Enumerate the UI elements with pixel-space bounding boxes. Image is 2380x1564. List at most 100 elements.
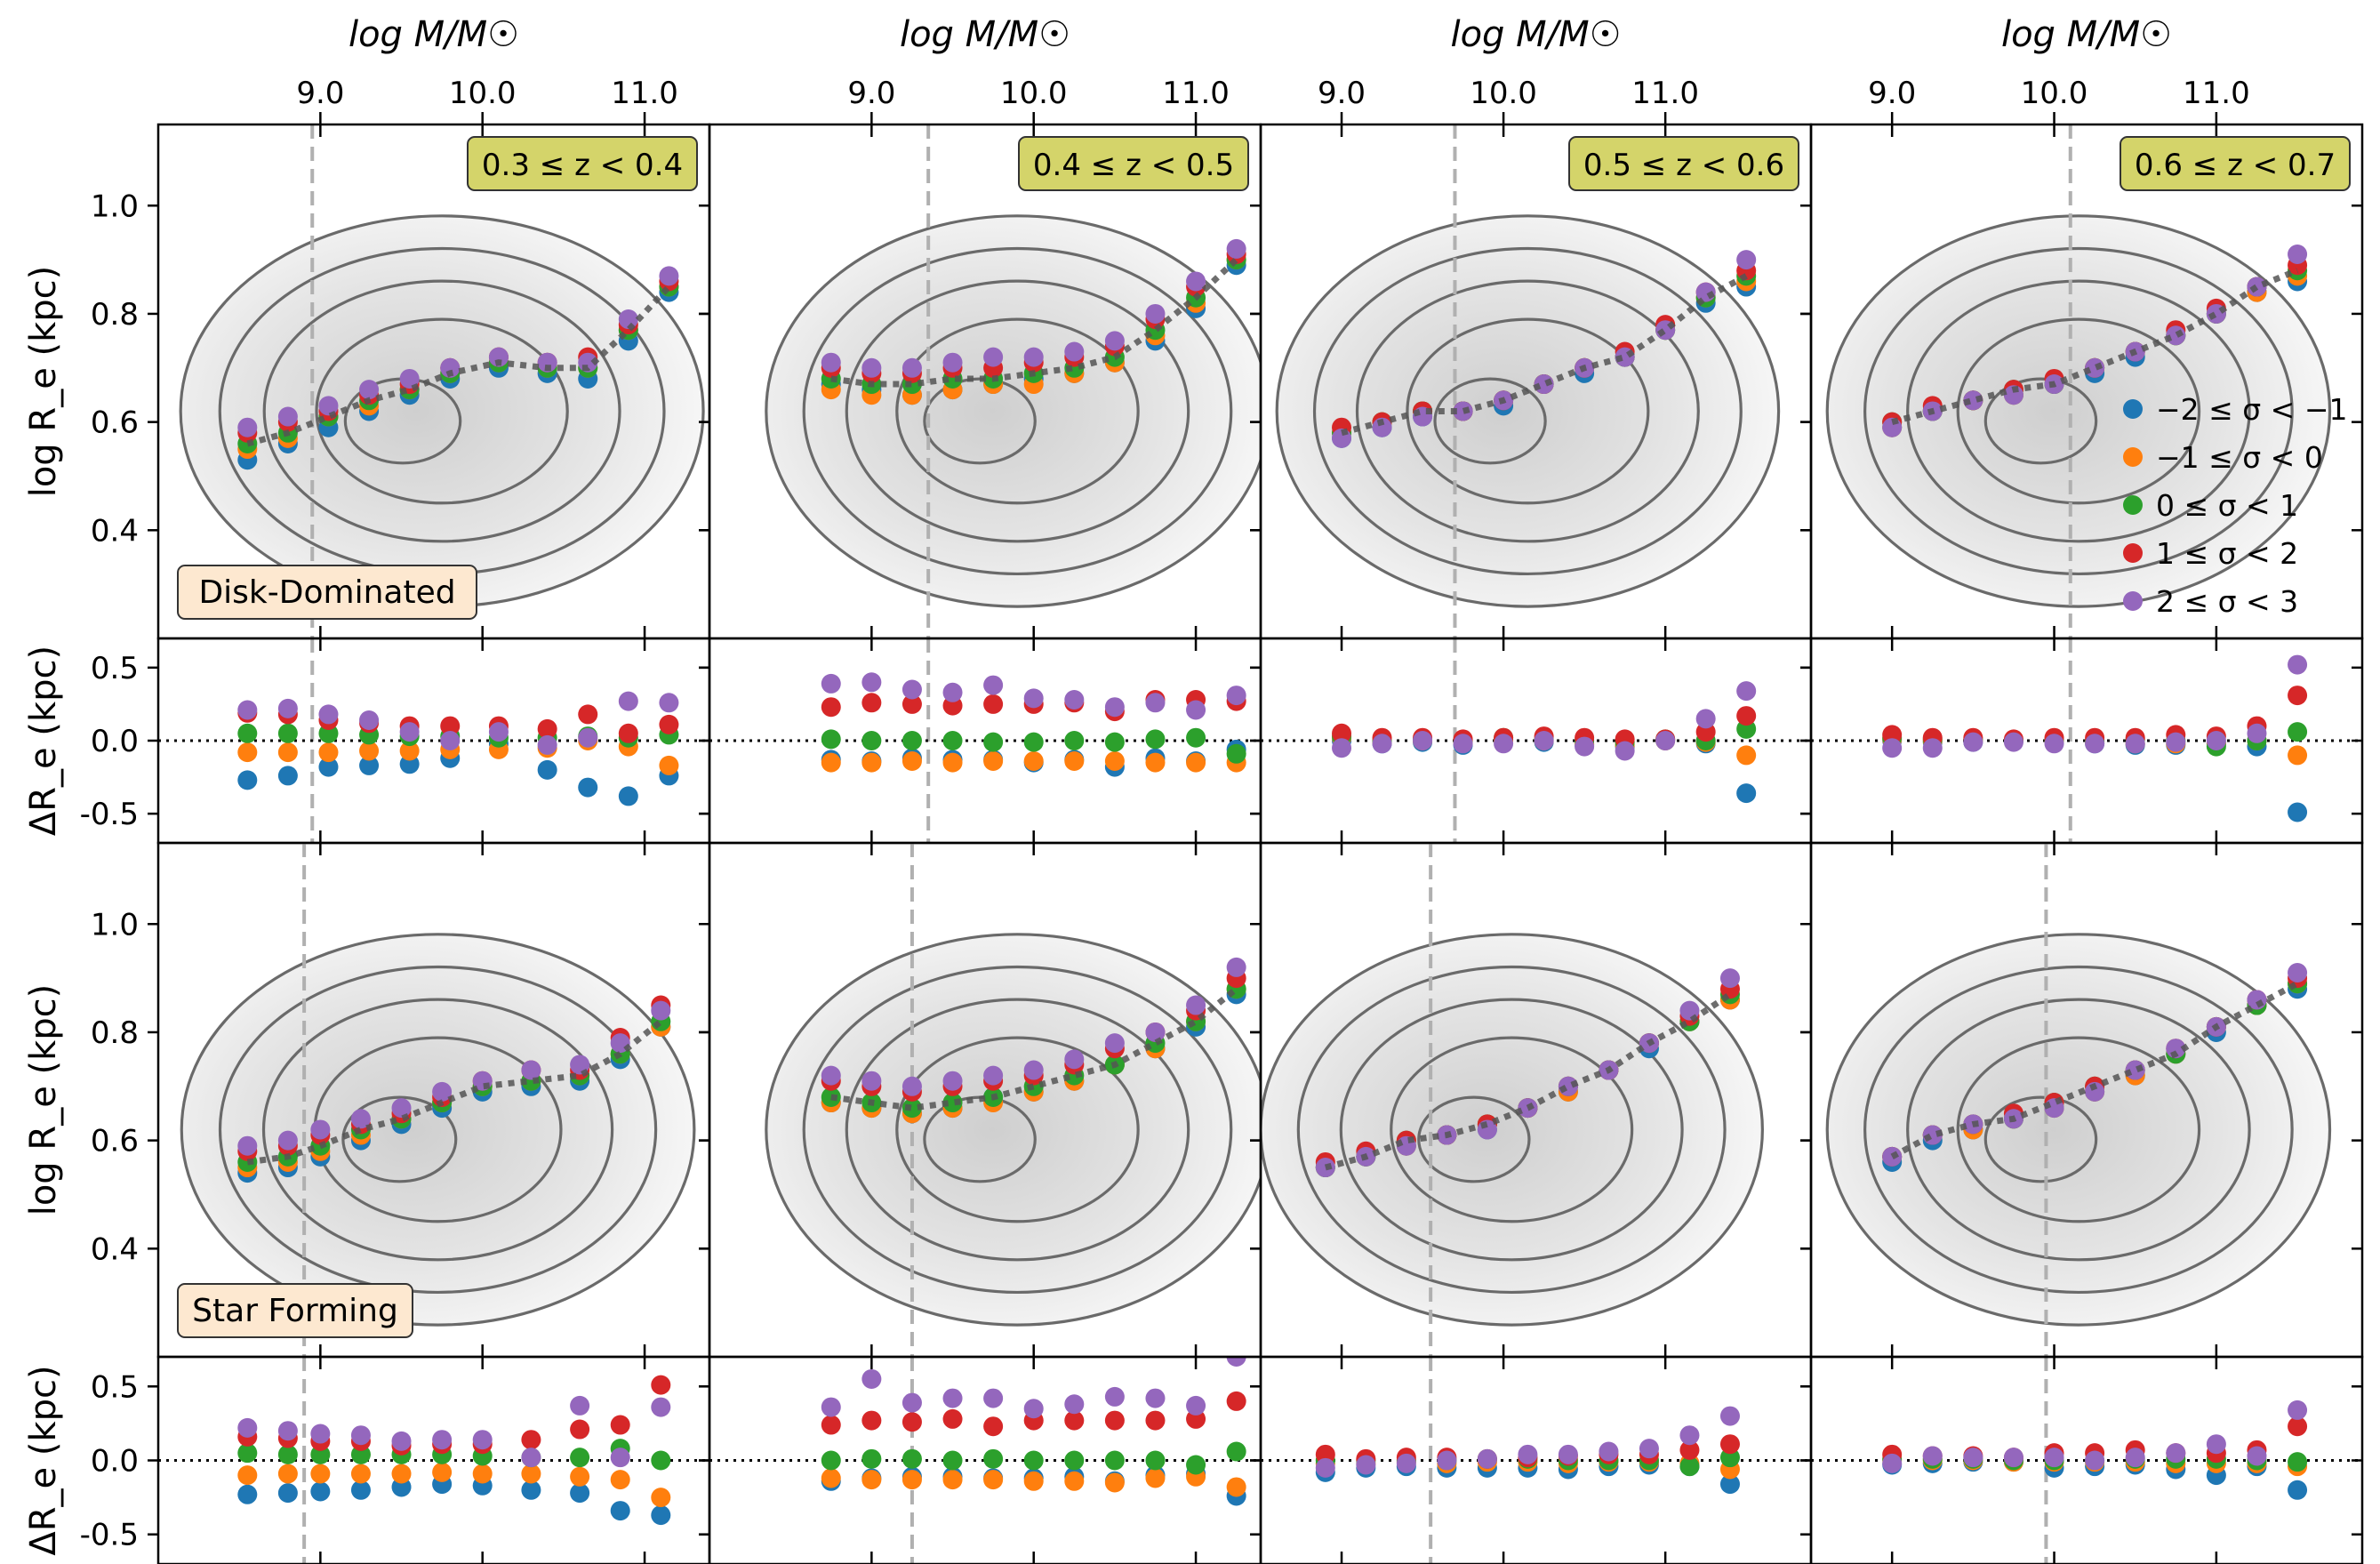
median-trend-line xyxy=(1890,981,2299,1159)
density-contour xyxy=(1406,317,1650,505)
delta-point xyxy=(942,1450,963,1471)
delta-point xyxy=(1023,751,1044,771)
delta-point xyxy=(1226,1357,1246,1367)
density-background xyxy=(765,215,1261,607)
delta-point xyxy=(1064,1410,1085,1431)
delta-point xyxy=(2288,1480,2308,1500)
data-point xyxy=(432,1081,453,1102)
delta-point xyxy=(618,723,638,743)
delta-point xyxy=(821,752,841,773)
delta-point xyxy=(1719,1406,1740,1426)
delta-point xyxy=(1104,732,1125,752)
delta-point xyxy=(277,1421,298,1441)
data-point xyxy=(1226,957,1246,977)
delta-point xyxy=(318,704,339,725)
delta-point xyxy=(659,693,679,713)
main-scatter xyxy=(821,238,1246,405)
delta-point xyxy=(651,1375,671,1395)
delta-point xyxy=(237,1484,258,1504)
data-point xyxy=(310,1119,331,1140)
delta-point xyxy=(391,1464,412,1484)
y-axis-label: ΔR_e (kpc) xyxy=(23,1365,64,1555)
delta-point xyxy=(1104,751,1125,771)
redshift-badge xyxy=(467,136,698,191)
delta-point xyxy=(1882,1453,1903,1473)
data-point xyxy=(521,1060,541,1080)
main-scatter xyxy=(237,995,671,1183)
density-contour xyxy=(802,246,1233,576)
delta-point xyxy=(942,1408,963,1429)
delta-point xyxy=(659,714,679,734)
x-tick-label: 9.0 xyxy=(296,76,344,111)
data-point xyxy=(942,1071,963,1091)
delta-point xyxy=(2247,723,2267,743)
delta-point xyxy=(521,1448,541,1468)
delta-point xyxy=(391,1431,412,1451)
median-trend-line xyxy=(1341,273,1748,437)
legend-entry: 1 ≤ σ < 2 xyxy=(2156,536,2298,571)
delta-scatter xyxy=(821,672,1246,777)
data-point xyxy=(488,347,509,367)
delta-point xyxy=(1736,745,1757,766)
delta-point xyxy=(983,1448,1004,1469)
delta-point xyxy=(983,1388,1004,1408)
delta-point xyxy=(1064,690,1085,710)
panel-disk-2: 9.0 10.0 11.0 log M/M☉ 0.4 ≤ z < 0.5 xyxy=(699,14,1262,845)
delta-point xyxy=(570,1395,590,1416)
delta-point xyxy=(821,1397,841,1417)
data-point xyxy=(659,266,679,286)
delta-point xyxy=(861,731,882,750)
data-point xyxy=(942,1093,963,1113)
delta-point xyxy=(277,1483,298,1504)
delta-point xyxy=(359,755,380,775)
density-background xyxy=(1261,934,1763,1326)
y-tick-label: 0.5 xyxy=(91,1369,139,1405)
delta-point xyxy=(399,741,420,761)
data-point xyxy=(861,1071,882,1091)
density-contour xyxy=(1825,933,2332,1327)
delta-point xyxy=(2288,654,2308,675)
delta-point xyxy=(942,752,963,773)
row-label: Star Forming xyxy=(192,1293,398,1329)
delta-point xyxy=(1145,729,1166,750)
delta-point xyxy=(277,742,298,763)
density-background xyxy=(180,215,704,607)
delta-point xyxy=(1719,1474,1740,1495)
data-point xyxy=(237,417,258,437)
data-point xyxy=(983,347,1004,367)
delta-point xyxy=(1963,732,1983,752)
y-tick-label: 0.5 xyxy=(91,651,139,686)
delta-point xyxy=(861,1470,882,1490)
delta-point xyxy=(237,700,258,720)
delta-point xyxy=(1186,752,1206,773)
x-tick-label: 11.0 xyxy=(2183,76,2250,111)
y-axis-label: ΔR_e (kpc) xyxy=(23,646,64,836)
legend-marker xyxy=(2123,495,2143,515)
delta-point xyxy=(1963,1448,1983,1468)
delta-point xyxy=(1922,738,1943,758)
delta-point xyxy=(2166,732,2186,752)
legend-entry: 0 ≤ σ < 1 xyxy=(2156,488,2298,523)
data-point xyxy=(1186,995,1206,1015)
legend-entry: 2 ≤ σ < 3 xyxy=(2156,584,2298,619)
delta-point xyxy=(610,1501,630,1521)
delta-point xyxy=(1104,1386,1125,1407)
delta-point xyxy=(902,1412,922,1432)
data-point xyxy=(318,396,339,416)
delta-point xyxy=(2003,1448,2023,1468)
x-tick-label: 10.0 xyxy=(1470,76,1537,111)
data-point xyxy=(391,1098,412,1119)
delta-scatter xyxy=(1332,681,1757,804)
y-tick-label: 0.4 xyxy=(91,1231,139,1267)
delta-point xyxy=(570,1419,590,1440)
delta-point xyxy=(570,1483,590,1504)
density-contour xyxy=(1417,1095,1531,1183)
delta-point xyxy=(861,693,882,713)
delta-point xyxy=(2044,734,2064,754)
delta-point xyxy=(983,694,1004,714)
redshift-badge xyxy=(1018,136,1249,191)
delta-point xyxy=(2288,802,2308,822)
density-contour xyxy=(765,933,1261,1327)
delta-point xyxy=(942,1470,963,1490)
